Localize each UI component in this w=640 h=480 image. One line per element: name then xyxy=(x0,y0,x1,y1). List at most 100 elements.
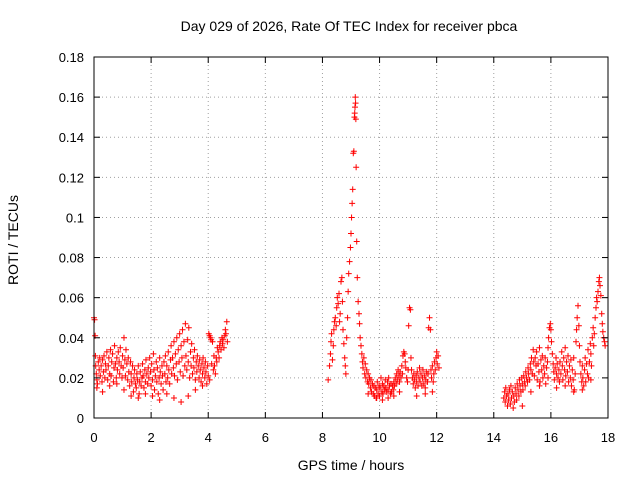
data-point xyxy=(108,372,115,379)
data-point xyxy=(589,334,596,341)
data-point xyxy=(343,334,350,341)
data-point xyxy=(435,352,442,359)
data-point xyxy=(555,366,562,373)
data-point xyxy=(201,374,208,381)
data-point xyxy=(404,378,411,385)
data-point xyxy=(141,366,148,373)
data-point xyxy=(594,298,601,305)
data-point xyxy=(328,330,335,337)
data-point xyxy=(385,374,392,381)
data-point xyxy=(590,324,597,331)
x-tick-label: 18 xyxy=(601,430,615,445)
data-point xyxy=(547,320,554,327)
data-point xyxy=(153,378,160,385)
data-point xyxy=(598,310,605,317)
data-point xyxy=(350,148,357,155)
data-point xyxy=(185,358,192,365)
data-point xyxy=(502,398,509,405)
data-point xyxy=(379,390,386,397)
data-point xyxy=(537,356,544,363)
data-point xyxy=(543,364,550,371)
data-point xyxy=(421,372,428,379)
data-point xyxy=(119,352,126,359)
data-point xyxy=(338,274,345,281)
data-point xyxy=(128,392,135,399)
data-point xyxy=(145,374,152,381)
data-point xyxy=(216,354,223,361)
data-point xyxy=(176,330,183,337)
data-point xyxy=(385,386,392,393)
y-tick-label: 0.18 xyxy=(59,50,84,65)
data-point xyxy=(174,376,181,383)
data-point xyxy=(424,378,431,385)
data-point xyxy=(562,372,569,379)
data-point xyxy=(107,346,114,353)
data-point xyxy=(152,372,159,379)
data-point xyxy=(535,360,542,367)
data-point xyxy=(341,354,348,361)
data-point xyxy=(356,320,363,327)
data-point xyxy=(348,214,355,221)
data-point xyxy=(189,370,196,377)
data-point xyxy=(116,370,123,377)
data-point xyxy=(144,380,151,387)
data-point xyxy=(127,358,134,365)
data-point xyxy=(597,292,604,299)
x-tick-label: 14 xyxy=(487,430,501,445)
data-point xyxy=(590,342,597,349)
data-point xyxy=(329,356,336,363)
data-point xyxy=(414,368,421,375)
data-point xyxy=(397,374,404,381)
data-point xyxy=(522,382,529,389)
data-point xyxy=(360,354,367,361)
data-point xyxy=(212,370,219,377)
data-point xyxy=(413,392,420,399)
data-point xyxy=(120,386,127,393)
data-point xyxy=(352,94,359,101)
data-point xyxy=(402,358,409,365)
data-point xyxy=(130,388,137,395)
data-point xyxy=(203,380,210,387)
data-point xyxy=(205,372,212,379)
data-point xyxy=(559,362,566,369)
data-point xyxy=(552,364,559,371)
data-point xyxy=(97,372,104,379)
data-point xyxy=(325,376,332,383)
data-point xyxy=(597,282,604,289)
data-point xyxy=(602,342,609,349)
data-point xyxy=(170,338,177,345)
data-point xyxy=(340,326,347,333)
data-point xyxy=(336,318,343,325)
data-point xyxy=(342,370,349,377)
data-point xyxy=(211,362,218,369)
data-point xyxy=(339,298,346,305)
data-point xyxy=(154,364,161,371)
data-point xyxy=(331,318,338,325)
data-point xyxy=(435,364,442,371)
data-point xyxy=(113,354,120,361)
data-point xyxy=(176,358,183,365)
data-point xyxy=(428,374,435,381)
data-point xyxy=(110,378,117,385)
data-point xyxy=(352,100,359,107)
data-point xyxy=(187,348,194,355)
data-point xyxy=(417,378,424,385)
data-point xyxy=(434,360,441,367)
data-point xyxy=(123,360,130,367)
data-point xyxy=(357,334,364,341)
data-point xyxy=(572,370,579,377)
data-point xyxy=(209,338,216,345)
data-point xyxy=(162,378,169,385)
data-point xyxy=(222,326,229,333)
data-point xyxy=(560,354,567,361)
data-point xyxy=(584,370,591,377)
data-point xyxy=(160,358,167,365)
data-point xyxy=(156,374,163,381)
data-point xyxy=(193,368,200,375)
data-point xyxy=(198,360,205,367)
data-point xyxy=(135,362,142,369)
data-point xyxy=(577,358,584,365)
x-tick-label: 10 xyxy=(372,430,386,445)
data-point xyxy=(549,350,556,357)
data-point xyxy=(417,370,424,377)
